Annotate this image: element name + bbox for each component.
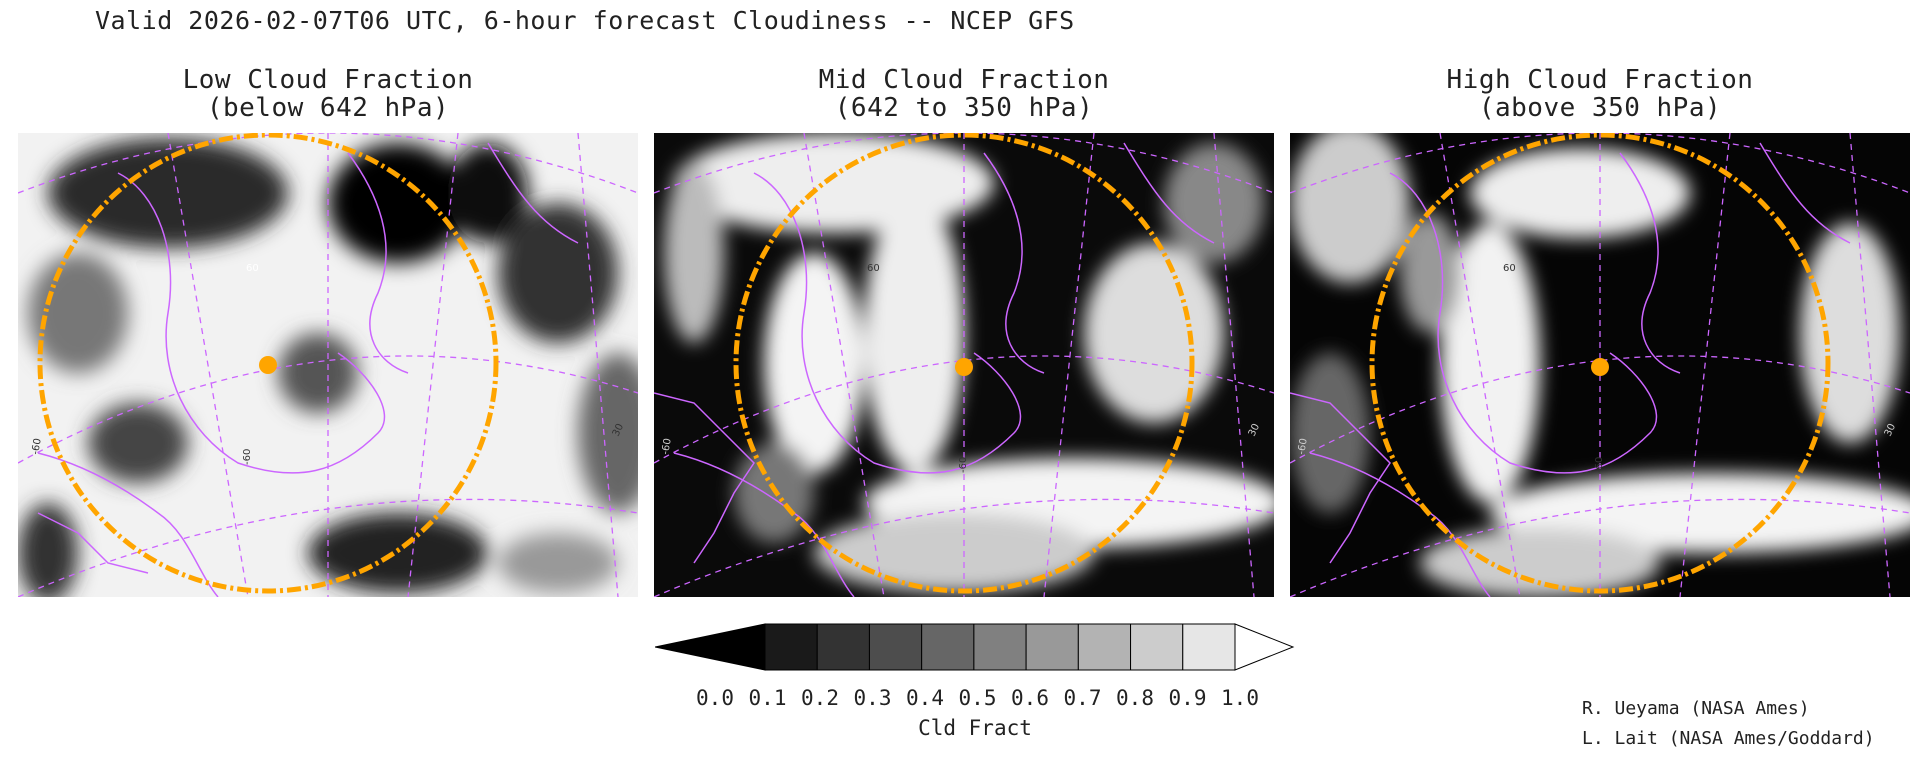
colorbar-tick-label: 0.2 <box>801 686 839 710</box>
colorbar-arrow-high <box>1234 623 1295 671</box>
colorbar-swatch <box>868 623 923 671</box>
colorbar-tick-label: 0.7 <box>1063 686 1102 710</box>
colorbar-swatch <box>764 623 818 671</box>
panel-title-mid: Mid Cloud Fraction (642 to 350 hPa) <box>654 66 1274 122</box>
map-panel-low[interactable]: 60 -60 -60 30 <box>18 133 638 597</box>
map-panel-mid[interactable]: 60 -60 -60 30 <box>654 133 1274 597</box>
panel-title-low-line2: (below 642 hPa) <box>206 93 450 123</box>
map-panel-high[interactable]: 60 -60 -60 30 <box>1290 133 1910 597</box>
credits: R. Ueyama (NASA Ames) L. Lait (NASA Ames… <box>1582 694 1875 754</box>
edge-label-left-mid: -60 <box>660 438 674 456</box>
colorbar <box>654 622 1295 676</box>
colorbar-arrow-low <box>654 623 766 671</box>
figure-title: Valid 2026-02-07T06 UTC, 6-hour forecast… <box>95 6 1075 35</box>
panel-title-mid-line2: (642 to 350 hPa) <box>834 93 1094 123</box>
panel-title-mid-line1: Mid Cloud Fraction <box>818 65 1110 95</box>
colorbar-tick-label: 0.6 <box>1011 686 1049 710</box>
panel-title-high-line2: (above 350 hPa) <box>1478 93 1722 123</box>
lon-label-high: -60 <box>1594 457 1605 473</box>
lon-label-low: -60 <box>242 449 253 465</box>
edge-label-left-low: -60 <box>30 438 44 456</box>
colorbar-swatches <box>654 623 1295 671</box>
lat-label-low: 60 <box>246 263 259 274</box>
lon-label-mid: -60 <box>958 457 969 473</box>
colorbar-swatch <box>921 623 975 671</box>
panel-title-high-line1: High Cloud Fraction <box>1446 65 1754 95</box>
colorbar-tick-label: 0.3 <box>853 686 892 710</box>
colorbar-swatch <box>1077 623 1132 671</box>
colorbar-tick-label: 0.5 <box>958 686 997 710</box>
colorbar-tick-label: 0.9 <box>1168 686 1207 710</box>
edge-label-right-low: 30 <box>611 422 626 438</box>
edge-label-right-high: 30 <box>1883 422 1898 438</box>
colorbar-swatch <box>1130 623 1184 671</box>
lat-label-high: 60 <box>1503 263 1516 274</box>
colorbar-swatch <box>1182 623 1236 671</box>
colorbar-tick-label: 0.4 <box>906 686 944 710</box>
panel-title-high: High Cloud Fraction (above 350 hPa) <box>1290 66 1910 122</box>
edge-label-right-mid: 30 <box>1247 422 1262 438</box>
colorbar-tick-label: 0.1 <box>748 686 787 710</box>
colorbar-tick-label: 0.8 <box>1116 686 1154 710</box>
colorbar-swatch <box>1025 623 1079 671</box>
credit-line-2: L. Lait (NASA Ames/Goddard) <box>1582 728 1875 749</box>
colorbar-tick-label: 0.0 <box>696 686 734 710</box>
panel-title-low: Low Cloud Fraction (below 642 hPa) <box>18 66 638 122</box>
panel-title-low-line1: Low Cloud Fraction <box>182 65 474 95</box>
colorbar-label: Cld Fract <box>918 716 1032 740</box>
colorbar-swatch <box>816 623 870 671</box>
credit-line-1: R. Ueyama (NASA Ames) <box>1582 698 1810 719</box>
colorbar-ticks: 0.0 0.1 0.2 0.3 0.4 0.5 0.6 0.7 0.8 0.9 1.0 <box>0 686 1920 712</box>
colorbar-swatch <box>973 623 1027 671</box>
edge-label-left-high: -60 <box>1296 438 1310 456</box>
colorbar-tick-label: 1.0 <box>1221 686 1259 710</box>
lat-label-mid: 60 <box>867 263 880 274</box>
